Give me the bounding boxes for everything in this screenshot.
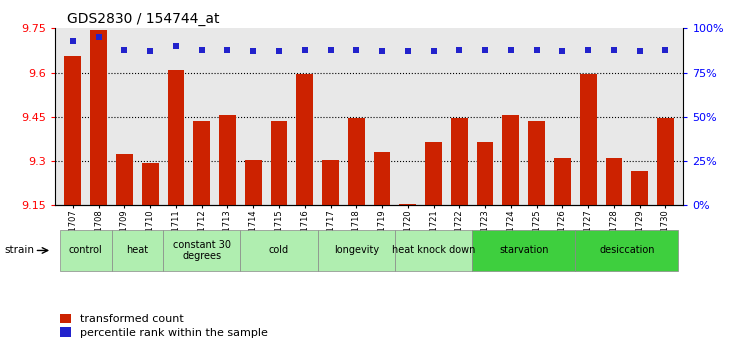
Bar — [472, 230, 575, 271]
Bar — [575, 230, 678, 271]
Point — [480, 47, 491, 52]
Bar — [374, 152, 390, 205]
Bar — [163, 230, 240, 271]
Point — [659, 47, 671, 52]
Bar — [399, 204, 416, 205]
Point — [556, 48, 568, 54]
Point — [402, 48, 414, 54]
Bar — [580, 74, 596, 205]
Bar — [318, 230, 395, 271]
Text: control: control — [69, 245, 102, 256]
Text: heat: heat — [126, 245, 148, 256]
Bar — [64, 56, 81, 205]
Bar — [477, 142, 493, 205]
Bar — [193, 121, 210, 205]
Bar — [322, 160, 339, 205]
Point — [196, 47, 208, 52]
Bar — [142, 162, 159, 205]
Text: starvation: starvation — [499, 245, 548, 256]
Bar — [554, 158, 571, 205]
Point — [608, 47, 620, 52]
Point — [247, 48, 259, 54]
Point — [221, 47, 233, 52]
Bar — [245, 160, 262, 205]
Bar — [240, 230, 318, 271]
Text: constant 30
degrees: constant 30 degrees — [173, 240, 231, 261]
Point — [93, 34, 105, 40]
Bar — [529, 121, 545, 205]
Text: strain: strain — [4, 245, 34, 256]
Bar — [219, 115, 236, 205]
Bar — [657, 118, 674, 205]
Bar — [502, 115, 519, 205]
Point — [531, 47, 542, 52]
Text: longevity: longevity — [334, 245, 379, 256]
Bar — [90, 30, 107, 205]
Point — [170, 43, 182, 49]
Bar — [270, 121, 287, 205]
Bar — [296, 74, 313, 205]
Point — [325, 47, 336, 52]
Bar — [425, 142, 442, 205]
Point — [634, 48, 645, 54]
Point — [505, 47, 517, 52]
Text: desiccation: desiccation — [599, 245, 654, 256]
Point — [299, 47, 311, 52]
Point — [273, 48, 285, 54]
Text: cold: cold — [269, 245, 289, 256]
Legend: transformed count, percentile rank within the sample: transformed count, percentile rank withi… — [61, 314, 268, 338]
Point — [144, 48, 156, 54]
Bar — [60, 230, 112, 271]
Point — [118, 47, 130, 52]
Point — [428, 48, 439, 54]
Bar — [116, 154, 133, 205]
Bar — [605, 158, 622, 205]
Bar — [348, 118, 365, 205]
Point — [67, 38, 79, 44]
Bar — [395, 230, 472, 271]
Point — [453, 47, 465, 52]
Point — [350, 47, 362, 52]
Bar — [112, 230, 163, 271]
Point — [376, 48, 388, 54]
Point — [583, 47, 594, 52]
Bar — [451, 118, 468, 205]
Text: heat knock down: heat knock down — [392, 245, 475, 256]
Text: GDS2830 / 154744_at: GDS2830 / 154744_at — [67, 12, 220, 26]
Bar — [167, 70, 184, 205]
Bar — [632, 171, 648, 205]
